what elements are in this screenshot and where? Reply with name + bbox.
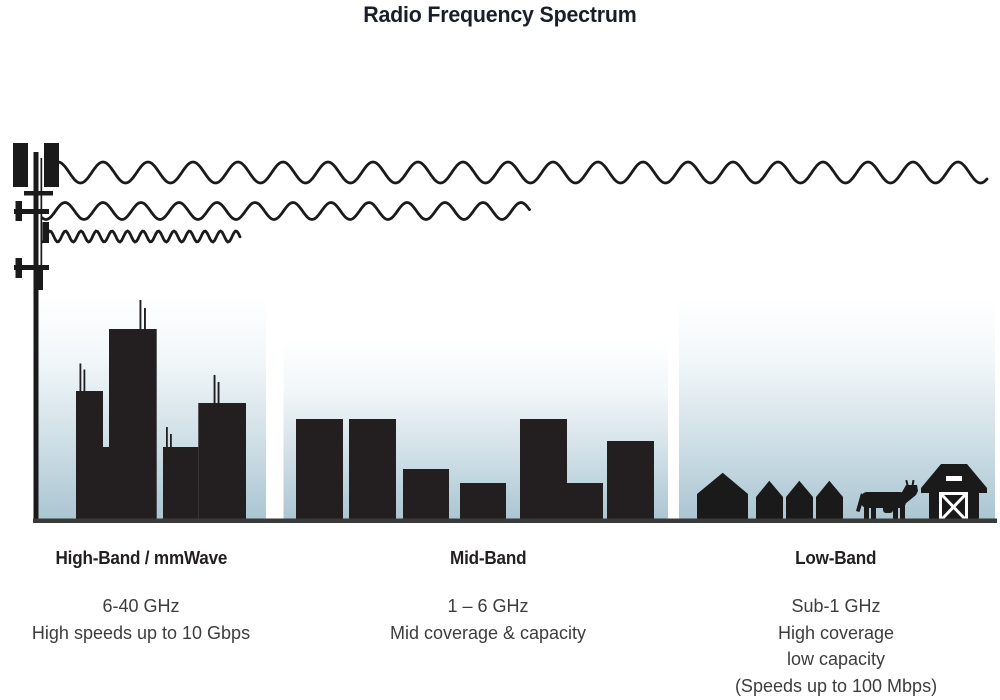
medium-wavelength-wave-icon (40, 201, 531, 221)
house-icon (786, 480, 813, 519)
midrise-skyline-icon (296, 419, 654, 519)
mid-band-description: Mid coverage & capacity (389, 622, 587, 643)
high-band-description: High speeds up to 10 Gbps (31, 622, 251, 643)
spectrum-scene (13, 143, 997, 523)
mid-band-label: Mid-Band 1 – 6 GHz Mid coverage & capaci… (362, 548, 614, 646)
house-icon (697, 472, 748, 519)
house-icon (756, 480, 783, 519)
low-band-description: low capacity (786, 649, 886, 669)
ground-line (33, 518, 997, 523)
short-wavelength-wave-icon (40, 229, 242, 244)
low-band-frequency: Sub-1 GHz (791, 596, 881, 616)
page-title: Radio Frequency Spectrum (363, 2, 637, 27)
high-band-frequency: 6-40 GHz (102, 596, 180, 616)
mid-band-heading: Mid-Band (449, 548, 527, 568)
barn-icon (921, 464, 987, 521)
high-band-label: High-Band / mmWave 6-40 GHz High speeds … (15, 548, 267, 646)
low-band-heading: Low-Band (795, 548, 877, 568)
low-band-description: (Speeds up to 100 Mbps) (734, 675, 938, 696)
cell-tower-icon (13, 143, 59, 520)
skyscraper-skyline-icon (76, 300, 246, 519)
mid-band-frequency: 1 – 6 GHz (447, 596, 529, 616)
cow-icon (856, 479, 918, 519)
low-band-description: High coverage (777, 622, 895, 643)
long-wavelength-wave-icon (55, 160, 989, 185)
high-band-heading: High-Band / mmWave (55, 548, 227, 568)
low-band-label: Low-Band Sub-1 GHz High coverage low cap… (710, 548, 962, 699)
house-icon (816, 480, 843, 519)
rural-scene-icon (697, 464, 987, 521)
